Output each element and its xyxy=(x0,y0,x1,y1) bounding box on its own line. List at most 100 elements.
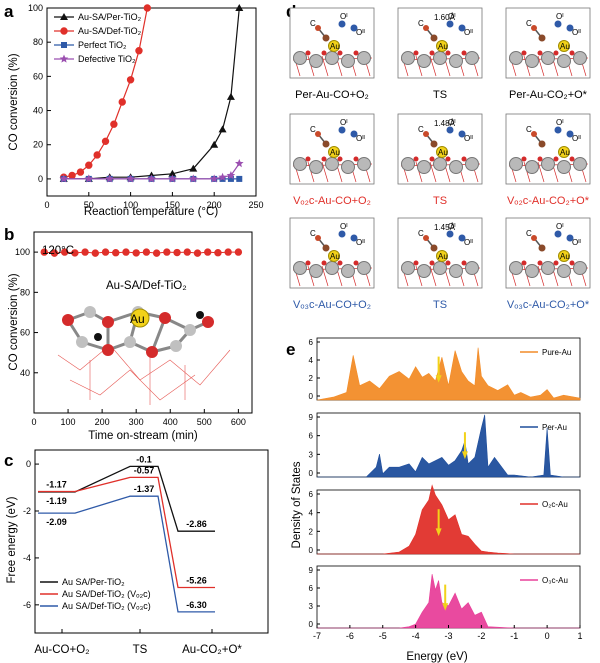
chart-a-legend-marker xyxy=(61,42,67,48)
bond-distance: 1.60Å xyxy=(434,13,456,22)
structure-caption: TS xyxy=(433,195,447,207)
o-atom xyxy=(353,260,359,266)
structure-cell: Au C Oᴵ Oᴵᴵ 1.45Å TS xyxy=(397,217,483,311)
chart-b-xtick-label: 200 xyxy=(95,417,110,427)
o-atom xyxy=(337,50,343,56)
structure-caption: Per-Au-CO+O₂ xyxy=(295,89,369,101)
chart-a-point xyxy=(143,4,152,12)
o-atom xyxy=(353,50,359,56)
c-atom xyxy=(531,235,537,241)
chart-c-value-label: -2.09 xyxy=(46,517,67,527)
chart-a-legend-label: Au-SA/Per-TiO₂ xyxy=(78,12,142,22)
chart-b-point xyxy=(50,249,59,257)
structure-caption: TS xyxy=(433,89,447,101)
ti-atom xyxy=(293,51,307,65)
o-atom xyxy=(337,260,343,266)
ti-atom xyxy=(417,264,431,278)
chart-c-value-label: -6.30 xyxy=(186,600,207,610)
chart-b-point xyxy=(204,248,212,256)
chart-b-frame xyxy=(33,231,253,414)
o-atom xyxy=(553,50,559,56)
o-atom xyxy=(569,156,575,162)
structure-cell: Au C Oᴵ Oᴵᴵ Vₒ₂c-Au-CO₂+O* xyxy=(505,113,591,207)
dos-ytick-label: 6 xyxy=(309,490,314,499)
ti-atom xyxy=(573,51,587,65)
chart-a-point xyxy=(59,174,68,183)
o-atom-blue xyxy=(566,24,574,32)
chart-b-point xyxy=(71,249,79,257)
chart-a-legend-label: Defective TiO₂ xyxy=(78,54,136,64)
ti-atom xyxy=(573,157,587,171)
chart-a-point xyxy=(105,174,114,183)
dos-ytick-label: 2 xyxy=(309,374,314,383)
d-band-center-arrowhead xyxy=(435,528,442,537)
label-oii: Oᴵᴵ xyxy=(572,28,581,37)
chart-a: 0 50 100 150 200 250 0 20 40 60 80 100 Reaction tem… xyxy=(8,3,264,218)
c-atom xyxy=(315,25,321,31)
chart-b-point xyxy=(60,248,69,256)
o-atom xyxy=(353,156,359,162)
o-atom-blue xyxy=(338,126,346,134)
inset-au-label: Au xyxy=(130,312,145,326)
chart-a-point xyxy=(189,164,198,172)
o-atom xyxy=(537,156,543,162)
au-atom-label: Au xyxy=(330,148,340,157)
dos-ytick-label: 9 xyxy=(309,413,314,422)
chart-a-point xyxy=(84,174,94,183)
chart-a-point xyxy=(118,98,126,106)
label-oi: Oᴵ xyxy=(340,12,348,21)
dos-ytick-label: 0 xyxy=(309,546,314,555)
chart-a-point xyxy=(76,168,85,176)
ti-atom xyxy=(357,261,371,275)
chart-e-xtick-label: -7 xyxy=(313,631,321,641)
chart-a-point xyxy=(235,4,244,11)
o-atom-blue xyxy=(338,230,346,238)
chart-a-xtick-label: 250 xyxy=(248,200,263,210)
ti-atom xyxy=(449,264,463,278)
dos-ytick-label: 6 xyxy=(309,584,314,593)
structure-caption: Vₒ₃c-Au-CO+O₂ xyxy=(293,299,371,311)
chart-a-ylabel: CO conversion (%) xyxy=(8,53,20,150)
label-oii: Oᴵᴵ xyxy=(572,238,581,247)
dos-ytick-label: 0 xyxy=(309,469,314,478)
chart-a-xtick-label: 0 xyxy=(44,200,49,210)
chart-a-ytick-label: 100 xyxy=(28,3,43,13)
structure-cell: Au C Oᴵ Oᴵᴵ Vₒ₃c-Au-CO+O₂ xyxy=(289,217,375,311)
ti-atom xyxy=(293,261,307,275)
chart-c-value-label: -2.86 xyxy=(186,519,207,529)
chart-a-frame xyxy=(46,7,257,197)
chart-c-value-label: -5.26 xyxy=(186,576,207,586)
o-atom-blue xyxy=(554,126,562,134)
inset-structure: Au xyxy=(57,306,231,405)
dos-ytick-label: 0 xyxy=(309,620,314,629)
au-atom xyxy=(328,146,340,158)
panel-label-c: c xyxy=(4,451,13,470)
ti-atom xyxy=(465,51,479,65)
c-atom xyxy=(430,140,438,148)
label-c: C xyxy=(310,125,316,134)
ti-atom xyxy=(509,157,523,171)
o-atom-blue xyxy=(350,24,358,32)
ti-atom xyxy=(325,51,339,65)
chart-c-value-label: -0.57 xyxy=(134,465,155,475)
o-atom-blue xyxy=(554,230,562,238)
ti-atom xyxy=(557,160,571,174)
chart-b-xtick-label: 500 xyxy=(197,417,212,427)
structure-cell: Au C Oᴵ Oᴵᴵ 1.60Å TS xyxy=(397,7,483,101)
dos-ytick-label: 2 xyxy=(309,527,314,536)
au-atom xyxy=(436,146,448,158)
dos-legend-label: O₂c-Au xyxy=(542,500,568,509)
c-atom xyxy=(430,34,438,42)
chart-b-ytick-label: 80 xyxy=(20,287,30,297)
ti-atom xyxy=(525,54,539,68)
c-atom xyxy=(538,140,546,148)
o-atom xyxy=(461,50,467,56)
au-atom xyxy=(328,40,340,52)
chart-a-point xyxy=(235,159,244,168)
dos-legend-label: O₃c-Au xyxy=(542,576,568,585)
chart-a-legend-marker xyxy=(60,27,68,35)
chart-e-xtick-label: -6 xyxy=(346,631,354,641)
chart-b-point xyxy=(234,248,243,256)
chart-b-point xyxy=(40,248,48,256)
ti-atom xyxy=(293,157,307,171)
